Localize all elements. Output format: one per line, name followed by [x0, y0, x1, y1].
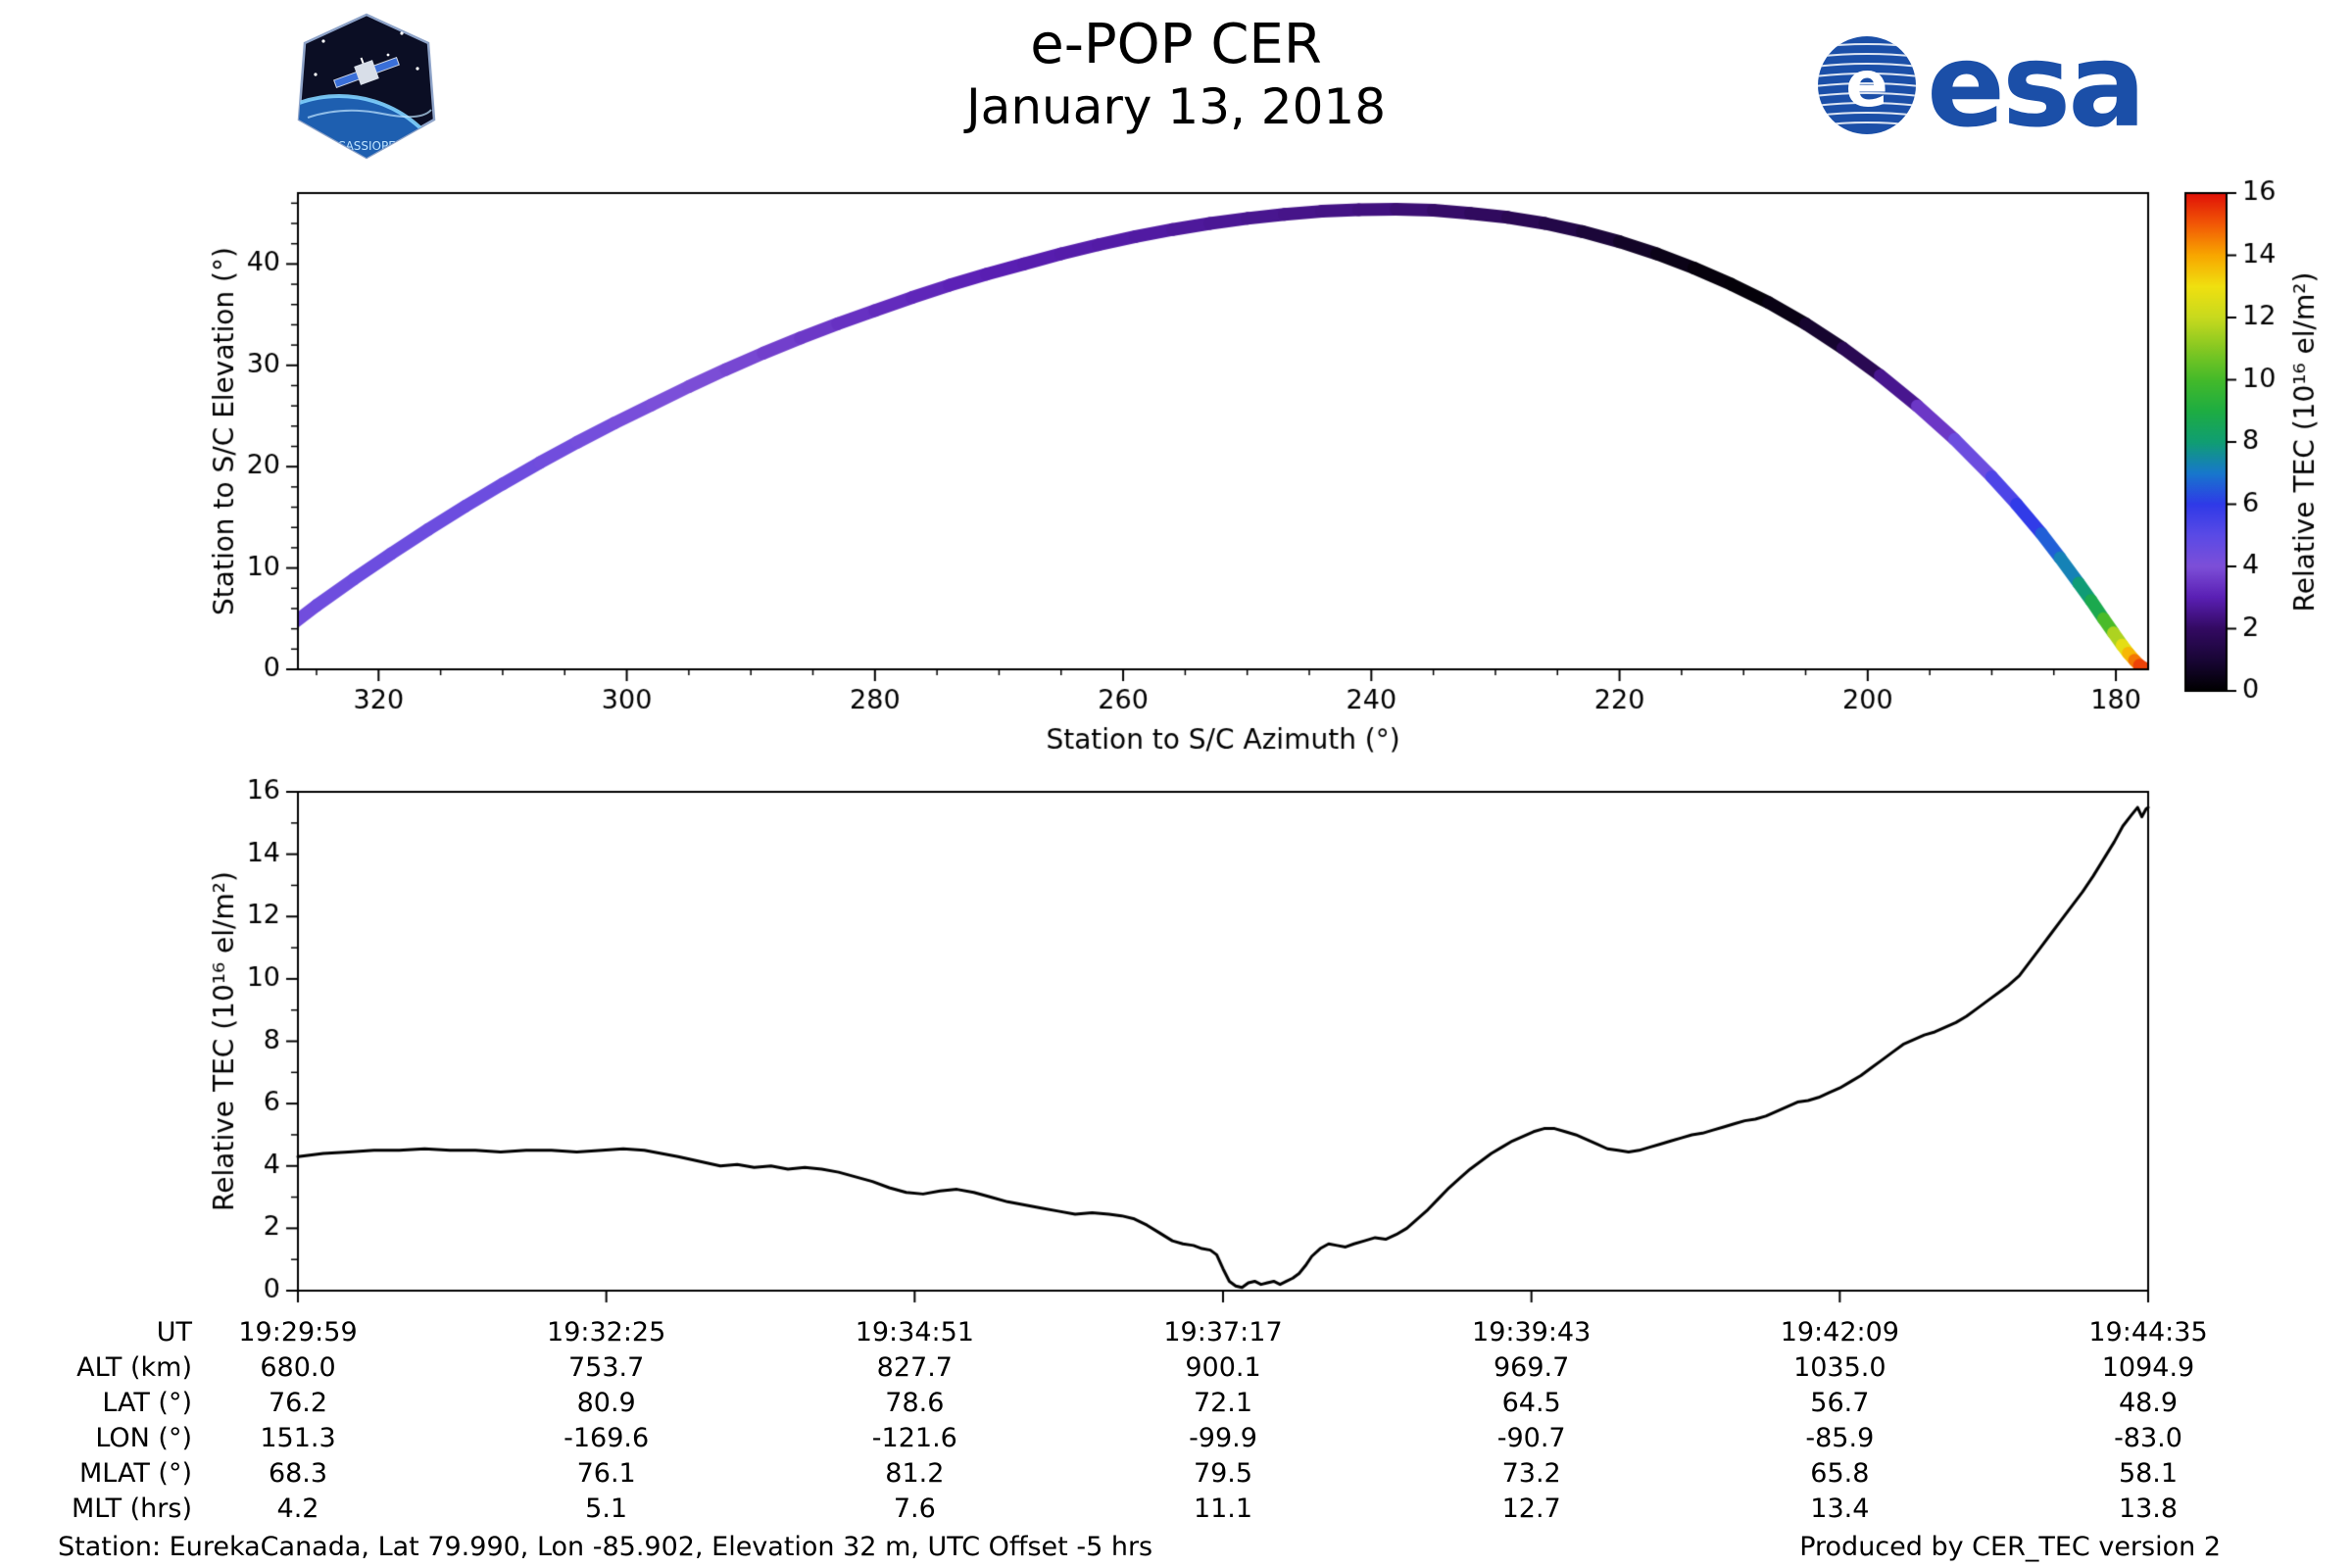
axis-value: 19:39:43: [1472, 1317, 1592, 1348]
axis-value: 19:37:17: [1163, 1317, 1283, 1348]
axis-value: -83.0: [2114, 1423, 2182, 1453]
axis-value: 56.7: [1810, 1388, 1870, 1418]
axis-value: 151.3: [260, 1423, 336, 1453]
axis-value: 7.6: [893, 1494, 936, 1524]
esa-logo: e esa: [1815, 18, 2146, 153]
page-title: e-POP CER: [1030, 13, 1322, 76]
axis-value: 76.1: [576, 1458, 636, 1489]
axis-value: -169.6: [564, 1423, 650, 1453]
axis-table-row: UT 19:29:59 19:32:25 19:34:51 19:37:17 19:39:…: [0, 1315, 2352, 1350]
axis-value: 19:32:25: [547, 1317, 666, 1348]
axis-table-row: ALT (km) 680.0 753.7 827.7 900.1 969.7 1035.0 1…: [0, 1350, 2352, 1386]
axis-value: 4.2: [276, 1494, 319, 1524]
footer: Station: EurekaCanada, Lat 79.990, Lon -…: [0, 1533, 2352, 1566]
axis-value: 81.2: [885, 1458, 945, 1489]
axis-value: 64.5: [1501, 1388, 1561, 1418]
axis-value: 900.1: [1185, 1352, 1261, 1383]
esa-globe-letter: e: [1845, 49, 1887, 122]
axis-table-row: LAT (°) 76.2 80.9 78.6 72.1 64.5 56.7 48.9: [0, 1386, 2352, 1421]
esa-wordmark: esa: [1927, 18, 2146, 153]
axis-value: 72.1: [1193, 1388, 1253, 1418]
axis-row-label: MLAT (°): [79, 1458, 192, 1489]
axis-table-row: LON (°) 151.3 -169.6 -121.6 -99.9 -90.7 -85.9 -…: [0, 1421, 2352, 1456]
produced-by: Produced by CER_TEC version 2: [1799, 1532, 2221, 1562]
patch-satellite-icon: [333, 56, 400, 89]
axis-value: -85.9: [1805, 1423, 1875, 1453]
axis-value: 5.1: [585, 1494, 628, 1524]
axis-value: 19:42:09: [1780, 1317, 1899, 1348]
axis-value: 78.6: [885, 1388, 945, 1418]
axis-value: 19:29:59: [238, 1317, 358, 1348]
axis-value: 680.0: [260, 1352, 336, 1383]
esa-globe-icon: e: [1818, 36, 1916, 134]
axis-value: 79.5: [1193, 1458, 1253, 1489]
tec-timeseries-plot: [0, 764, 2352, 1319]
axis-table-row: MLAT (°) 68.3 76.1 81.2 79.5 73.2 65.8 58.1: [0, 1456, 2352, 1492]
axis-row-label: ALT (km): [76, 1352, 192, 1383]
axis-value: -90.7: [1496, 1423, 1566, 1453]
axis-value: 1035.0: [1793, 1352, 1886, 1383]
axis-value: 19:34:51: [855, 1317, 974, 1348]
elevation-vs-azimuth-plot: [0, 147, 2352, 764]
axis-value: 68.3: [268, 1458, 328, 1489]
header: CASSIOPE e-POP CER January 13, 2018 e es…: [0, 0, 2352, 167]
axis-value: 12.7: [1501, 1494, 1561, 1524]
axis-value: 58.1: [2118, 1458, 2179, 1489]
axis-value: 19:44:35: [2088, 1317, 2208, 1348]
axis-value: 13.8: [2118, 1494, 2179, 1524]
axis-value: 1094.9: [2101, 1352, 2195, 1383]
axis-row-label: LAT (°): [102, 1388, 192, 1418]
axis-row-label: MLT (hrs): [71, 1494, 192, 1524]
axis-value: -99.9: [1189, 1423, 1257, 1453]
page-date: January 13, 2018: [965, 78, 1387, 135]
axis-table-row: MLT (hrs) 4.2 5.1 7.6 11.1 12.7 13.4 13.8: [0, 1492, 2352, 1527]
axis-value: 65.8: [1810, 1458, 1870, 1489]
axis-value: 73.2: [1501, 1458, 1561, 1489]
axis-value: 13.4: [1810, 1494, 1870, 1524]
axis-value: 827.7: [876, 1352, 953, 1383]
axis-row-label: UT: [156, 1317, 192, 1348]
axis-row-label: LON (°): [95, 1423, 192, 1453]
station-info: Station: EurekaCanada, Lat 79.990, Lon -…: [58, 1532, 1153, 1562]
axis-value: 76.2: [268, 1388, 328, 1418]
axis-value: -121.6: [871, 1423, 957, 1453]
axis-value: 48.9: [2118, 1388, 2179, 1418]
title-block: e-POP CER January 13, 2018: [0, 14, 2352, 137]
time-axis-table: UT 19:29:59 19:32:25 19:34:51 19:37:17 19:39:…: [0, 1315, 2352, 1531]
axis-value: 11.1: [1193, 1494, 1253, 1524]
axis-value: 753.7: [568, 1352, 645, 1383]
axis-value: 969.7: [1494, 1352, 1570, 1383]
axis-value: 80.9: [576, 1388, 636, 1418]
